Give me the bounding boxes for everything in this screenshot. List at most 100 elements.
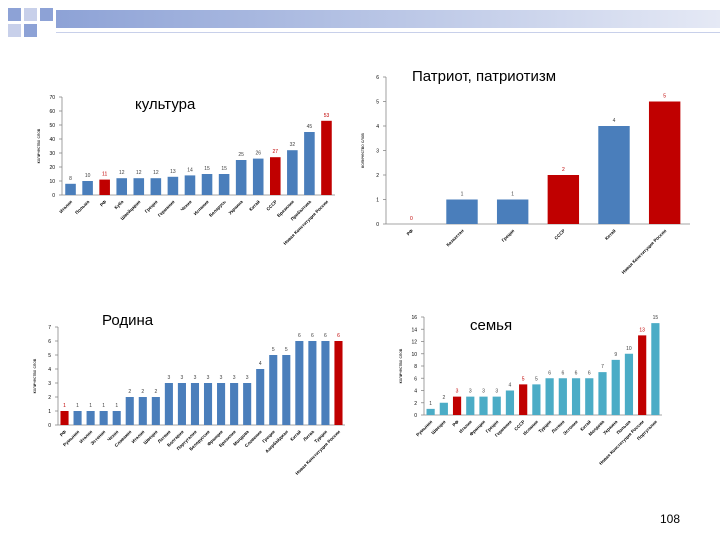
bar xyxy=(60,411,69,425)
bar xyxy=(99,179,110,195)
value-label: 45 xyxy=(307,124,313,130)
value-label: 5 xyxy=(285,347,288,353)
y-tick-label: 4 xyxy=(414,389,417,395)
y-axis-label: количество слов xyxy=(36,128,41,163)
bar xyxy=(99,411,108,425)
category-label: Швеция xyxy=(430,419,446,435)
value-label: 6 xyxy=(575,370,578,376)
bar xyxy=(82,181,93,195)
y-axis-label: количество слов xyxy=(360,133,365,168)
value-label: 13 xyxy=(170,169,176,175)
value-label: 3 xyxy=(181,375,184,381)
value-label: 15 xyxy=(204,166,210,172)
value-label: 4 xyxy=(509,383,512,389)
y-tick-label: 10 xyxy=(411,352,417,358)
bar xyxy=(184,175,196,195)
value-label: 15 xyxy=(653,315,659,321)
value-label: 1 xyxy=(429,401,432,407)
value-label: 3 xyxy=(482,389,485,395)
value-label: 3 xyxy=(233,375,236,381)
corner-square-2 xyxy=(24,8,37,21)
value-label: 32 xyxy=(290,142,296,148)
bar xyxy=(545,378,554,415)
bar xyxy=(164,383,173,425)
bar xyxy=(133,178,145,195)
bar xyxy=(308,341,317,425)
y-tick-label: 4 xyxy=(376,124,379,130)
y-tick-label: 3 xyxy=(48,381,51,387)
y-tick-label: 4 xyxy=(48,367,51,373)
value-label: 3 xyxy=(246,375,249,381)
value-label: 4 xyxy=(259,361,262,367)
bar xyxy=(252,158,264,195)
bar xyxy=(532,384,541,415)
bar xyxy=(116,178,128,195)
bar xyxy=(547,175,580,224)
bar xyxy=(496,199,529,224)
category-label: РФ xyxy=(99,199,107,207)
category-label: РФ xyxy=(406,228,414,236)
y-tick-label: 20 xyxy=(49,165,55,171)
bar xyxy=(304,132,315,195)
header-line xyxy=(56,32,720,33)
y-tick-label: 30 xyxy=(49,151,55,157)
value-label: 2 xyxy=(442,395,445,401)
value-label: 3 xyxy=(495,389,498,395)
value-label: 3 xyxy=(469,389,472,395)
page-number: 108 xyxy=(659,512,680,526)
value-label: 27 xyxy=(273,149,279,155)
bar xyxy=(585,378,594,415)
bar xyxy=(218,174,230,195)
bar xyxy=(269,157,281,195)
y-tick-label: 0 xyxy=(376,222,379,228)
value-label: 6 xyxy=(561,370,564,376)
value-label: 5 xyxy=(663,94,666,100)
bar xyxy=(321,120,332,195)
category-label: Румыния xyxy=(415,419,433,437)
value-label: 15 xyxy=(221,166,227,172)
value-label: 10 xyxy=(85,173,91,179)
bar xyxy=(235,160,247,195)
chart-title-culture: культура xyxy=(135,96,196,113)
bar xyxy=(167,176,179,195)
y-tick-label: 0 xyxy=(414,413,417,419)
y-tick-label: 40 xyxy=(49,137,55,143)
bar xyxy=(452,396,462,415)
bar xyxy=(611,359,620,415)
value-label: 1 xyxy=(461,192,464,198)
corner-square-5 xyxy=(8,24,21,37)
bar xyxy=(334,341,343,425)
bar xyxy=(201,174,213,195)
bar xyxy=(571,378,581,415)
value-label: 0 xyxy=(410,216,413,222)
value-label: 6 xyxy=(298,333,301,339)
bar xyxy=(65,183,76,195)
bar xyxy=(624,353,634,415)
value-label: 2 xyxy=(128,389,131,395)
value-label: 1 xyxy=(76,403,79,409)
bar xyxy=(230,383,239,425)
y-tick-label: 5 xyxy=(48,353,51,359)
value-label: 3 xyxy=(194,375,197,381)
category-label: РФ xyxy=(451,419,459,427)
value-label: 1 xyxy=(63,403,66,409)
value-label: 9 xyxy=(614,352,617,358)
y-axis-label: количество слов xyxy=(32,358,37,393)
category-label: Турция xyxy=(538,419,553,434)
bar xyxy=(151,397,160,425)
chart-title-patriot: Патриот, патриотизм xyxy=(412,68,557,85)
value-label: 1 xyxy=(115,403,118,409)
y-tick-label: 1 xyxy=(48,409,51,415)
bar xyxy=(492,396,501,415)
value-label: 13 xyxy=(639,327,645,333)
value-label: 12 xyxy=(153,170,159,176)
y-tick-label: 16 xyxy=(411,315,417,321)
bar xyxy=(86,411,95,425)
value-label: 4 xyxy=(613,118,616,124)
bar xyxy=(190,383,200,425)
chart-title-motherland: Родина xyxy=(102,312,154,329)
y-tick-label: 0 xyxy=(48,423,51,429)
